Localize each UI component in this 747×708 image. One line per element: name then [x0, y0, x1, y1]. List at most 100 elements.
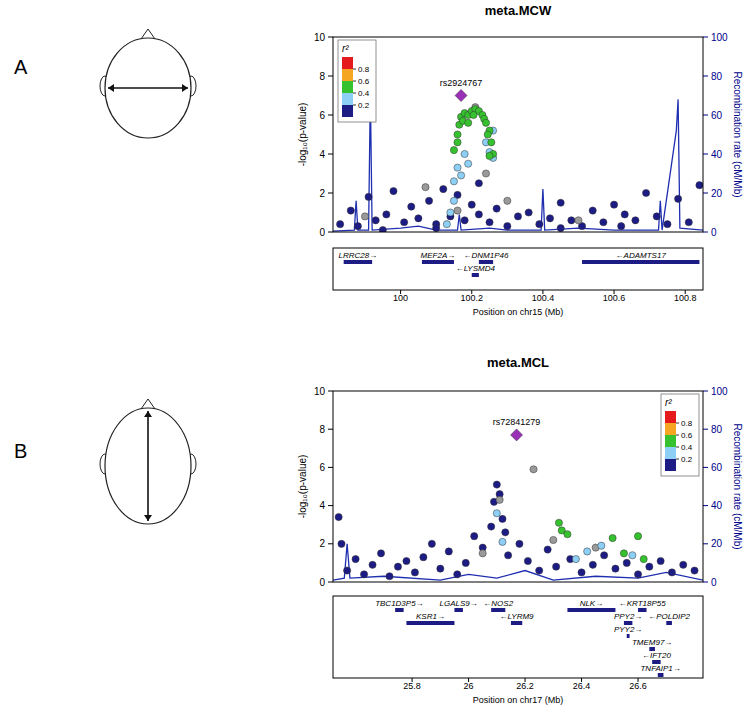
snp-point — [440, 186, 447, 193]
snp-point — [465, 119, 472, 126]
snp-point — [589, 207, 596, 214]
y-tick-label: 8 — [319, 71, 325, 82]
y-tick — [328, 115, 333, 116]
legend-swatch — [342, 105, 353, 117]
snp-point — [642, 189, 649, 196]
gene-frame — [333, 248, 703, 290]
gene-body — [406, 621, 454, 625]
gene-label: TBC1D3P5→ — [375, 599, 423, 608]
snp-point — [530, 466, 537, 473]
chart-title: meta.MCW — [485, 3, 552, 18]
y-tick-label: 2 — [319, 188, 325, 199]
snp-point — [657, 557, 664, 564]
snp-point — [454, 164, 461, 171]
snp-point — [352, 555, 359, 562]
snp-point — [437, 565, 444, 572]
gene-body — [344, 260, 372, 264]
y-tick — [328, 193, 333, 194]
snp-point — [394, 563, 401, 570]
snp-point — [493, 481, 500, 488]
snp-point — [601, 552, 608, 559]
snp-point — [443, 221, 450, 228]
y2-tick-label: 80 — [711, 424, 723, 435]
snp-point — [365, 193, 372, 200]
snp-point — [450, 197, 457, 204]
chart-title: meta.MCL — [487, 355, 549, 370]
legend-swatch — [665, 435, 676, 447]
gene-label: ←LYSMD4 — [456, 264, 496, 273]
head-outline — [105, 408, 191, 524]
x-tick-label: 26.4 — [573, 681, 591, 691]
legend-tick — [676, 423, 679, 424]
snp-point — [550, 536, 557, 543]
legend-swatch — [342, 57, 353, 69]
x-tick-label: 100 — [393, 293, 408, 303]
snp-point — [372, 217, 379, 224]
snp-point — [447, 209, 454, 216]
snp-point — [347, 207, 354, 214]
snp-point — [445, 548, 452, 555]
legend-tick-label: 0.4 — [358, 89, 370, 98]
snp-point — [568, 217, 575, 224]
y2-tick — [703, 467, 708, 468]
snp-point — [664, 221, 671, 228]
arrow-head — [182, 84, 188, 92]
snp-point — [344, 567, 351, 574]
y-tick — [328, 467, 333, 468]
snp-point — [632, 217, 639, 224]
lead-snp — [455, 90, 467, 102]
legend-swatch — [665, 447, 676, 459]
y-tick-label: 6 — [319, 462, 325, 473]
y2-tick-label: 60 — [711, 110, 723, 121]
gene-label: MEF2A→ — [421, 251, 456, 260]
legend-swatch — [342, 93, 353, 105]
legend-tick — [353, 93, 356, 94]
snp-point — [411, 569, 418, 576]
snp-point — [620, 550, 627, 557]
snp-point — [337, 221, 344, 228]
lead-snp-label: rs2924767 — [440, 78, 483, 88]
snp-point — [475, 180, 482, 187]
snp-point — [415, 215, 422, 222]
snp-point — [502, 529, 509, 536]
y-tick — [328, 582, 333, 583]
snp-point — [360, 571, 367, 578]
snp-point — [420, 554, 427, 561]
snp-point — [546, 215, 553, 222]
y-tick — [328, 37, 333, 38]
y-tick — [328, 391, 333, 392]
snp-point — [504, 223, 511, 230]
x-tick-label: 100.2 — [460, 293, 483, 303]
x-tick-label: 25.8 — [403, 681, 421, 691]
y-tick — [328, 232, 333, 233]
x-tick-label: 100.8 — [674, 293, 697, 303]
y2-tick — [703, 543, 708, 544]
snp-point — [383, 211, 390, 218]
panel-label: B — [14, 440, 27, 462]
snp-point — [691, 567, 698, 574]
y-tick-label: 10 — [314, 32, 326, 43]
y-tick-label: 0 — [319, 577, 325, 588]
y-tick-label: 0 — [319, 227, 325, 238]
snp-point — [505, 552, 512, 559]
snp-point — [386, 573, 393, 580]
y2-tick — [703, 154, 708, 155]
snp-point — [454, 571, 461, 578]
snp-point — [629, 552, 636, 559]
snp-point — [461, 150, 468, 157]
y-tick-label: 6 — [319, 110, 325, 121]
legend-title: r² — [665, 397, 672, 408]
gene-label: ←KRT18P55 — [619, 599, 667, 608]
y-tick-label: 2 — [319, 538, 325, 549]
legend-tick — [353, 69, 356, 70]
gene-label: ←ADAMTS17 — [616, 251, 667, 260]
plot-area — [333, 429, 703, 580]
snp-point — [488, 523, 495, 530]
gene-label: NLK→ — [580, 599, 604, 608]
gene-body — [422, 260, 454, 264]
gene-label: ←LYRM9 — [500, 612, 534, 621]
recombination-line — [333, 94, 703, 231]
snp-point — [536, 221, 543, 228]
snp-point — [618, 223, 625, 230]
legend-swatch — [342, 81, 353, 93]
